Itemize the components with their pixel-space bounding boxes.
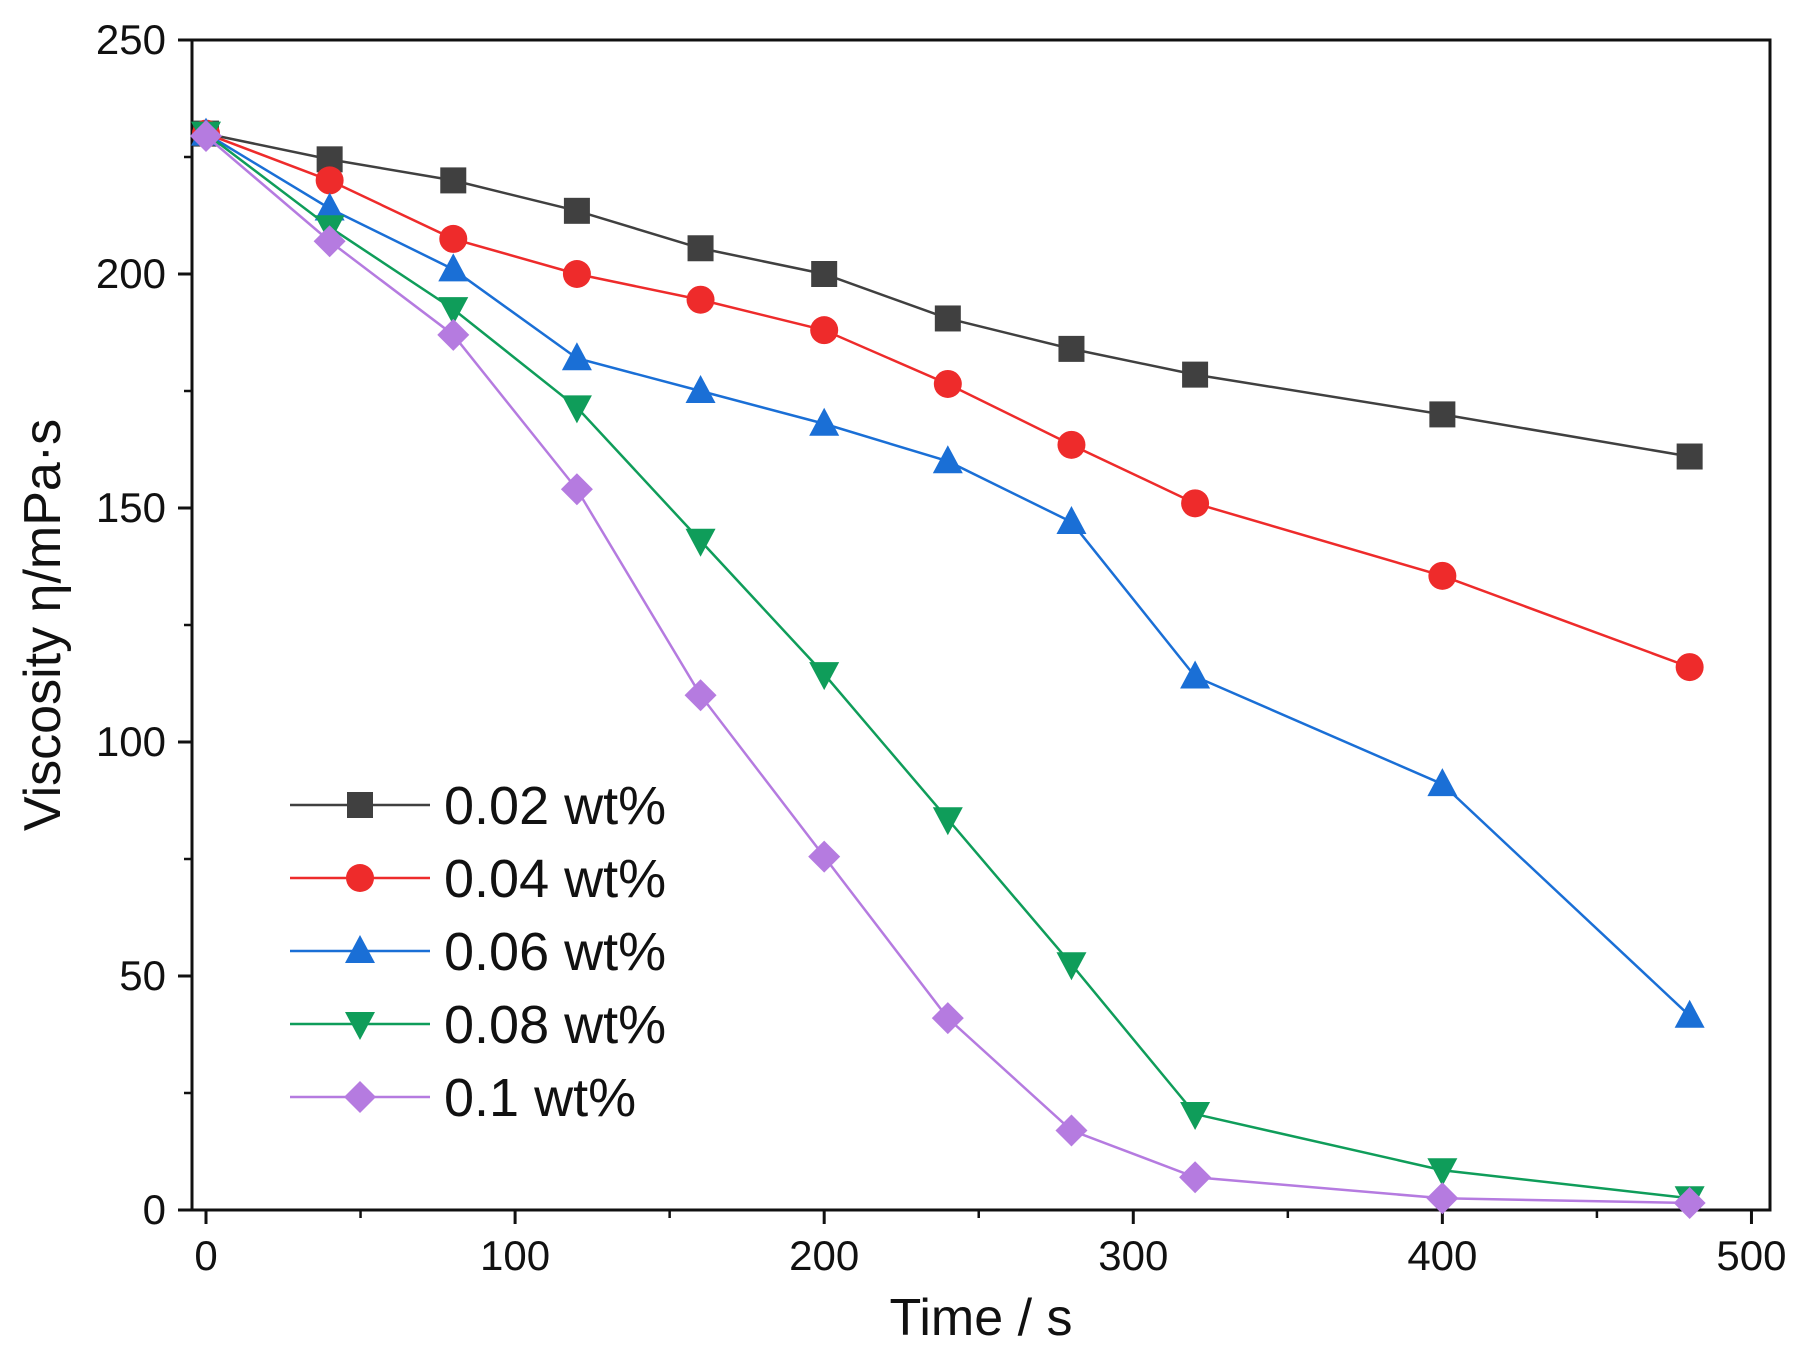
data-point <box>1429 401 1456 428</box>
legend-marker <box>345 935 375 963</box>
data-point <box>440 167 467 194</box>
data-point <box>1055 1114 1088 1147</box>
data-point <box>932 807 963 836</box>
data-point <box>314 192 345 221</box>
data-point <box>1056 952 1087 981</box>
data-point <box>808 840 841 873</box>
data-point <box>931 1002 964 1035</box>
legend-item: 0.08 wt% <box>290 995 666 1055</box>
x-tick-label: 100 <box>480 1232 550 1279</box>
series-line <box>205 134 1690 1205</box>
y-tick-label: 150 <box>96 484 166 531</box>
data-point <box>934 305 961 332</box>
y-axis: 0 50 100 150 200 250 <box>96 16 192 1233</box>
plot-frame <box>190 38 1772 1212</box>
data-point <box>1180 660 1211 689</box>
data-point <box>561 395 592 424</box>
legend-label: 0.06 wt% <box>444 922 666 982</box>
data-point <box>685 375 716 403</box>
x-tick-label: 0 <box>194 1232 217 1279</box>
y-tick-label: 50 <box>119 952 166 999</box>
legend-label: 0.1 wt% <box>444 1068 636 1128</box>
series-line <box>205 132 1691 669</box>
legend-marker <box>347 792 373 818</box>
y-tick-label: 0 <box>143 1186 166 1233</box>
data-point <box>932 445 963 474</box>
data-point <box>560 473 593 506</box>
data-point <box>686 285 715 314</box>
data-point <box>1676 443 1703 470</box>
legend-marker <box>346 864 374 892</box>
x-tick-label: 300 <box>1098 1232 1168 1279</box>
y-axis-title: Viscosity η/mPa·s <box>14 419 72 831</box>
data-point <box>1673 1186 1706 1219</box>
data-point <box>687 235 714 262</box>
x-tick-label: 400 <box>1407 1232 1477 1279</box>
data-point <box>1179 1161 1212 1194</box>
data-point <box>561 342 592 371</box>
data-point <box>1428 561 1457 590</box>
legend-marker <box>345 1012 375 1040</box>
data-point <box>1057 430 1086 459</box>
data-point <box>1427 1158 1458 1187</box>
x-axis: 0 100 200 300 400 500 <box>194 1210 1787 1279</box>
data-point <box>810 316 839 345</box>
data-point <box>437 318 470 351</box>
data-point <box>438 253 469 282</box>
data-point <box>313 225 346 258</box>
data-point <box>1180 1102 1211 1131</box>
legend-item: 0.02 wt% <box>290 776 666 836</box>
y-tick-label: 200 <box>96 250 166 297</box>
legend-label: 0.08 wt% <box>444 995 666 1055</box>
data-point <box>439 224 468 253</box>
x-tick-label: 500 <box>1716 1232 1786 1279</box>
data-point <box>1426 1182 1459 1215</box>
data-point <box>811 261 838 287</box>
legend-label: 0.04 wt% <box>444 849 666 909</box>
data-point <box>1427 768 1458 797</box>
data-point <box>684 679 717 712</box>
data-point <box>685 528 716 557</box>
data-point <box>1058 335 1085 362</box>
series-line <box>205 132 1691 1017</box>
data-point <box>809 662 840 691</box>
legend: 0.02 wt% 0.04 wt% 0.06 wt% 0.08 wt% 0.1 wt% <box>290 776 666 1128</box>
legend-item: 0.06 wt% <box>290 922 666 982</box>
legend-label: 0.02 wt% <box>444 776 666 836</box>
series-3 <box>191 117 1705 1028</box>
data-point <box>809 407 840 436</box>
x-tick-label: 200 <box>789 1232 859 1279</box>
series-1 <box>193 120 1703 470</box>
plot-border <box>190 38 1772 1212</box>
x-axis-title: Time / s <box>890 1289 1073 1346</box>
series-layer <box>190 117 1706 1219</box>
y-tick-label: 100 <box>96 718 166 765</box>
legend-item: 0.1 wt% <box>290 1068 636 1128</box>
data-point <box>315 166 344 195</box>
data-point <box>1674 999 1705 1028</box>
data-point <box>1056 506 1087 535</box>
data-point <box>1675 653 1704 682</box>
y-tick-label: 250 <box>96 16 166 63</box>
legend-item: 0.04 wt% <box>290 849 666 909</box>
series-line <box>205 132 1690 458</box>
series-4 <box>191 121 1705 1215</box>
data-point <box>190 119 222 152</box>
series-2 <box>192 119 1704 682</box>
data-point <box>1181 489 1210 518</box>
series-5 <box>190 119 1706 1219</box>
series-line <box>205 132 1690 1200</box>
data-point <box>438 297 469 326</box>
data-point <box>933 369 962 398</box>
data-point <box>1182 361 1209 388</box>
data-point <box>563 197 590 224</box>
data-point <box>562 260 591 288</box>
legend-marker <box>344 1081 376 1113</box>
